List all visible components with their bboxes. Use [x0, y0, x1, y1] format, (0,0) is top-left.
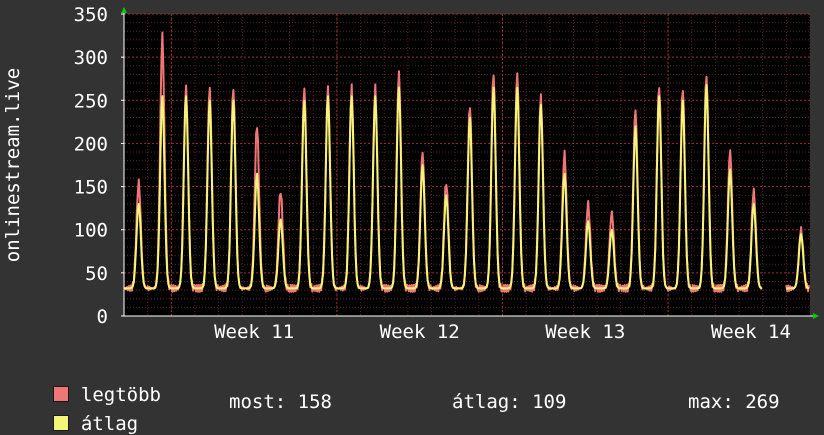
x-tick-labels: Week 11 Week 12 Week 13 Week 14 — [214, 321, 791, 340]
legend-max: legtöbb — [30, 362, 161, 406]
y-tick-label: 300 — [74, 47, 108, 69]
stat-average: átlag: 109 — [452, 391, 567, 413]
avg-swatch — [52, 415, 69, 431]
x-axis-arrow — [813, 313, 819, 319]
x-tick-label: Week 14 — [711, 321, 791, 340]
legend-avg: átlag — [30, 391, 138, 435]
legend-avg-label: átlag — [80, 413, 139, 435]
legend-max-label: legtöbb — [80, 384, 161, 406]
y-tick-label: 100 — [74, 220, 108, 242]
y-tick-labels: 0 50 100 150 200 250 300 350 — [74, 4, 124, 328]
y-axis-label: onlinestream.live — [2, 68, 24, 262]
series-lines — [123, 31, 810, 293]
y-tick-label: 250 — [74, 90, 108, 112]
stat-current: most: 158 — [229, 391, 332, 413]
y-axis-arrow — [121, 7, 127, 13]
max-swatch — [52, 386, 69, 402]
stat-max: max: 269 — [688, 391, 780, 413]
y-tick-label: 200 — [74, 133, 108, 155]
x-tick-label: Week 12 — [380, 321, 460, 340]
series-line-avg — [124, 84, 810, 290]
x-tick-label: Week 13 — [545, 321, 625, 340]
y-tick-label: 150 — [74, 177, 108, 199]
y-tick-label: 350 — [74, 4, 108, 26]
y-tick-label: 50 — [85, 263, 108, 285]
x-tick-label: Week 11 — [214, 321, 294, 340]
y-tick-label: 0 — [97, 306, 108, 328]
